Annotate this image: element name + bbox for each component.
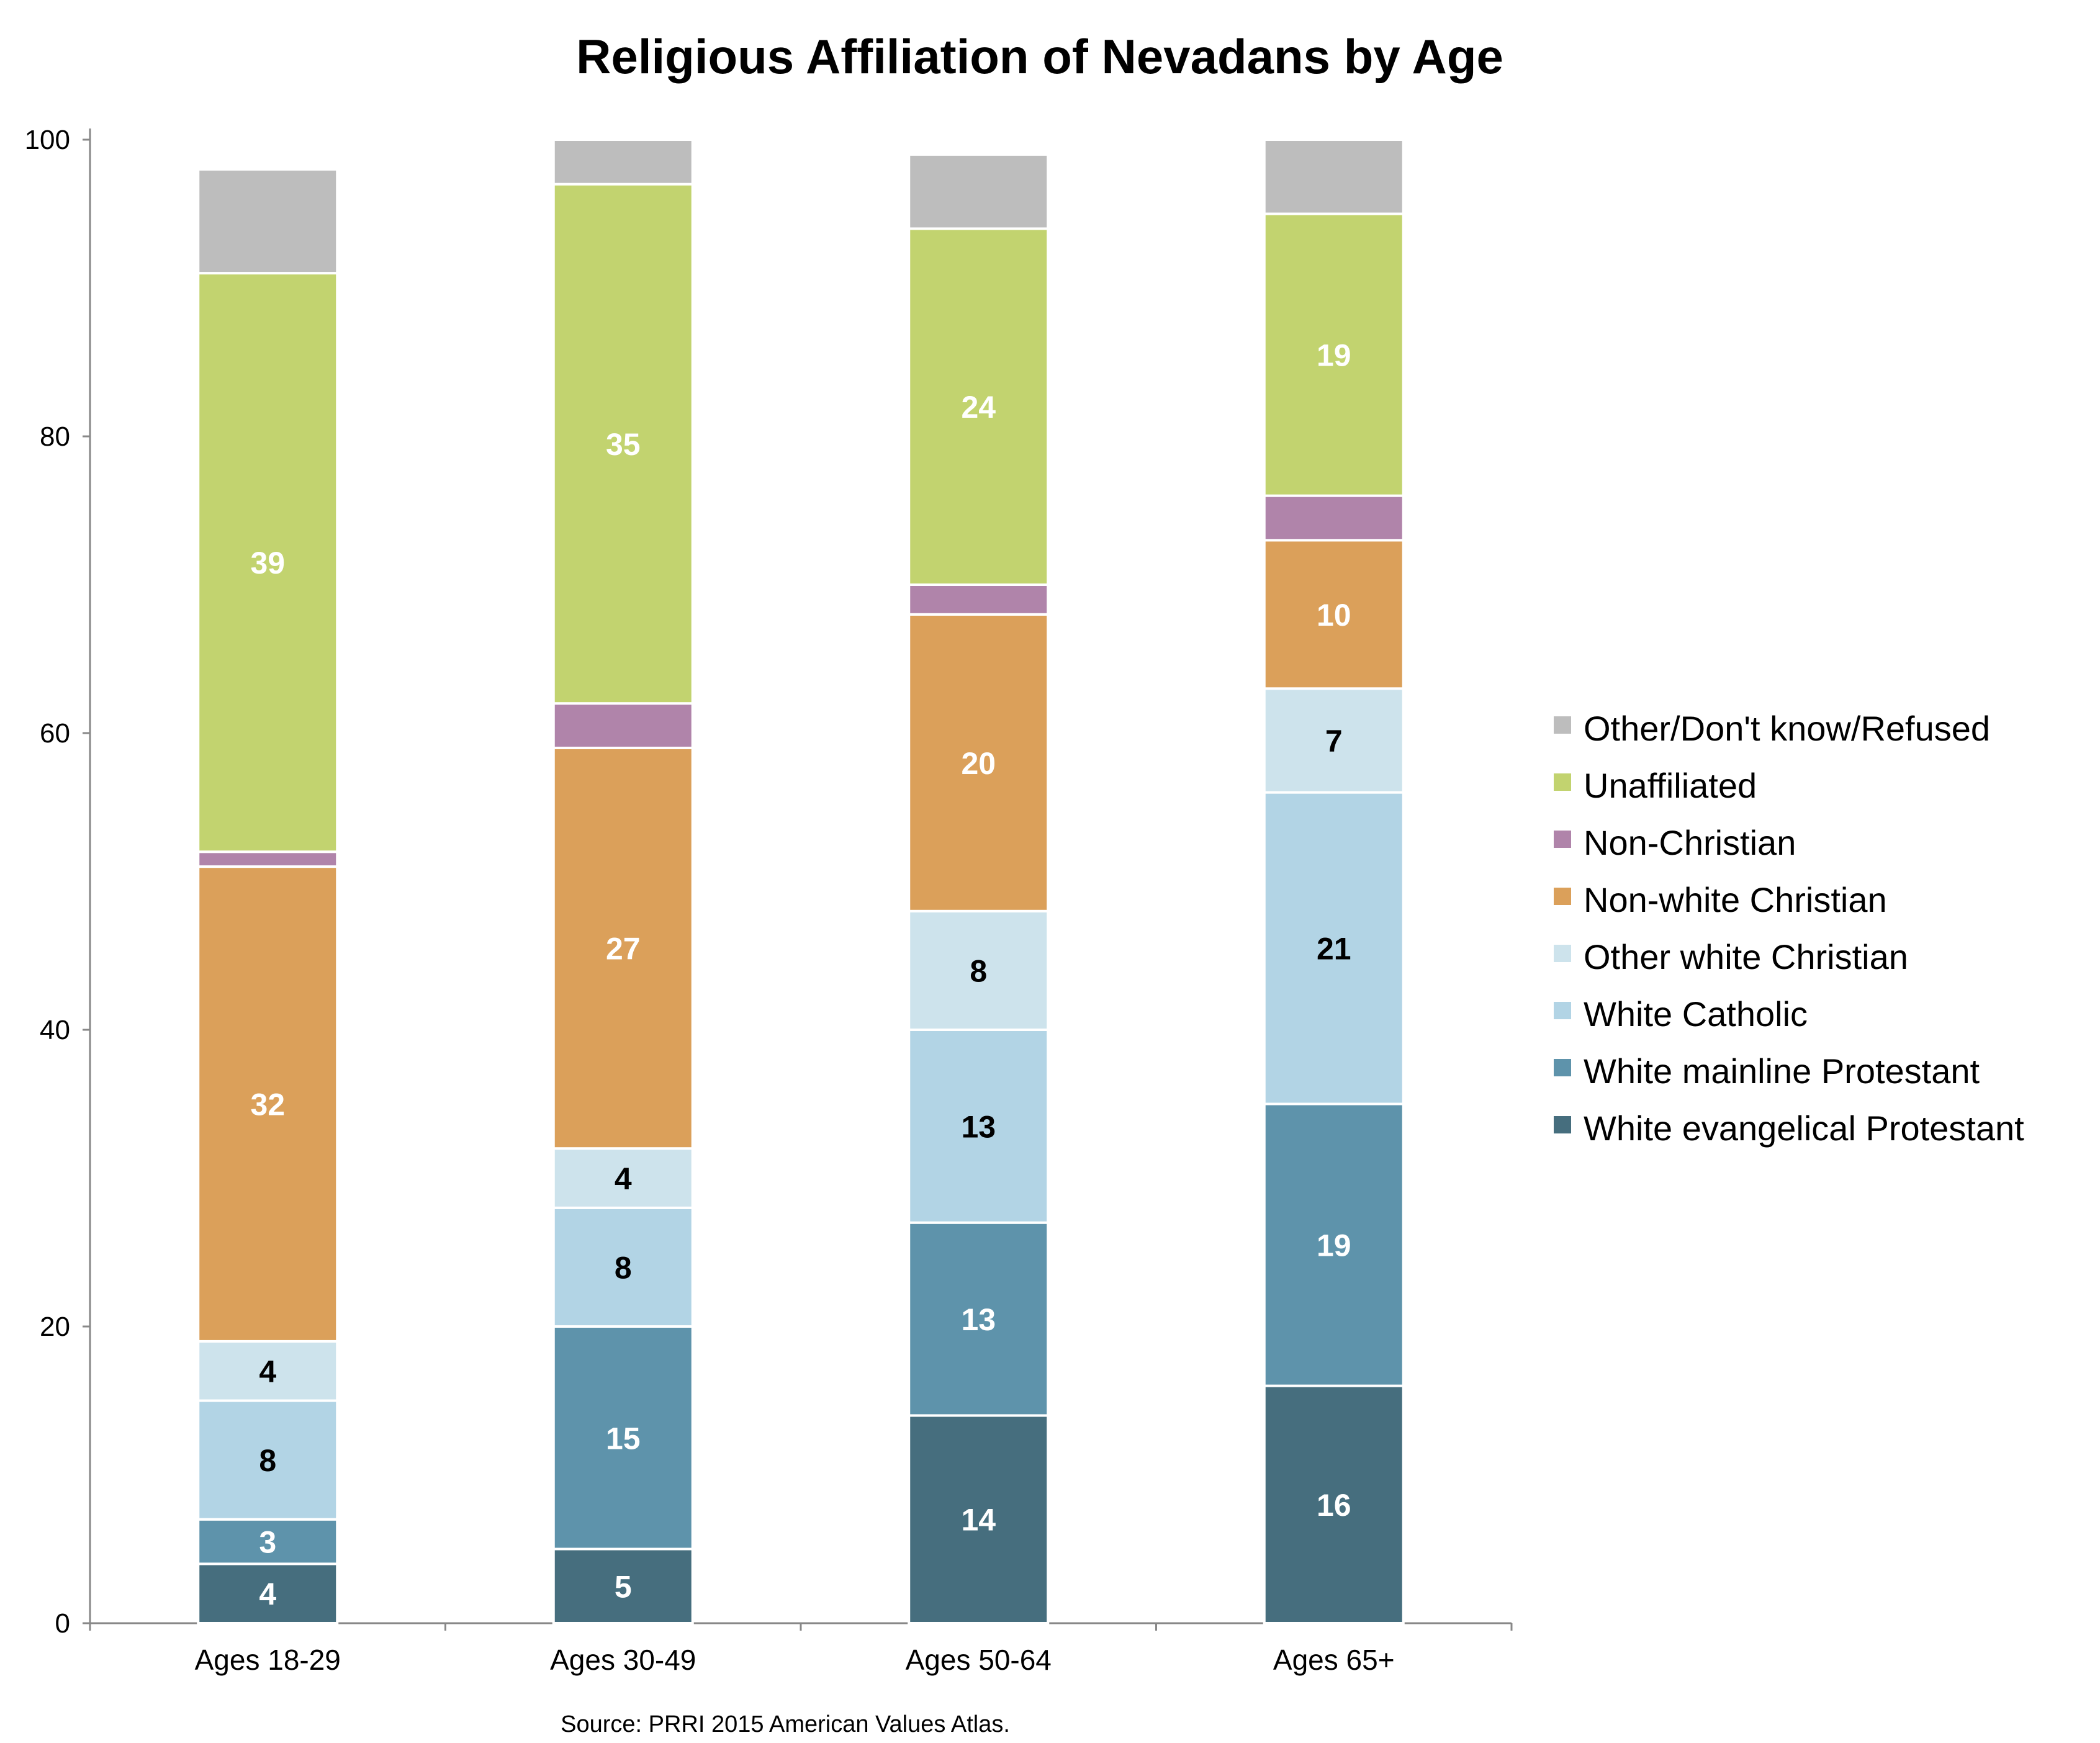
bar-segment bbox=[1263, 791, 1405, 1106]
data-label: 13 bbox=[961, 1302, 996, 1337]
bar-segment bbox=[1263, 1384, 1405, 1625]
bar-segment bbox=[908, 613, 1050, 912]
y-tick-label: 60 bbox=[40, 718, 70, 749]
legend-label: Other white Christian bbox=[1584, 937, 1908, 976]
legend-label: Other/Don't know/Refused bbox=[1584, 709, 1990, 748]
data-label: 8 bbox=[259, 1443, 276, 1478]
bar-segment bbox=[552, 702, 694, 749]
bar-segment bbox=[1263, 212, 1405, 497]
bar-segment bbox=[908, 153, 1050, 230]
bar-segment bbox=[197, 865, 339, 1343]
legend-swatch bbox=[1554, 831, 1571, 848]
legend-label: Non-white Christian bbox=[1584, 880, 1887, 919]
legend-swatch bbox=[1554, 773, 1571, 791]
bar-segment bbox=[908, 1029, 1050, 1224]
legend-label: White evangelical Protestant bbox=[1584, 1109, 2024, 1148]
bars: 4 3 8 4 32 39 5 15 8 4 27 35 14 13 13 8 20 24 16 19 21 7 10 19 bbox=[197, 138, 1405, 1625]
y-tick-label: 80 bbox=[40, 421, 70, 452]
data-label: 20 bbox=[961, 746, 996, 781]
legend-label: Unaffiliated bbox=[1584, 766, 1757, 805]
x-category-label: Ages 65+ bbox=[1273, 1644, 1395, 1676]
data-label: 4 bbox=[259, 1354, 276, 1389]
bar-segment bbox=[197, 1399, 339, 1521]
data-label: 19 bbox=[1317, 338, 1351, 373]
legend-swatch bbox=[1554, 1116, 1571, 1133]
bar-segment bbox=[552, 746, 694, 1150]
legend-label: White Catholic bbox=[1584, 994, 1808, 1034]
y-tick-label: 100 bbox=[25, 125, 70, 155]
x-category-label: Ages 30-49 bbox=[550, 1644, 696, 1676]
bar-segment bbox=[552, 1206, 694, 1328]
bar-segment bbox=[552, 182, 694, 705]
data-label: 27 bbox=[606, 932, 641, 966]
y-tick-label: 20 bbox=[40, 1312, 70, 1342]
bar-segment bbox=[552, 1147, 694, 1209]
data-label: 15 bbox=[606, 1421, 641, 1456]
bar-segment bbox=[908, 1414, 1050, 1624]
legend-swatch bbox=[1554, 888, 1571, 905]
legend-label: Non-Christian bbox=[1584, 823, 1796, 862]
bar-segment bbox=[197, 168, 339, 275]
legend-swatch bbox=[1554, 945, 1571, 962]
bar-segment bbox=[552, 138, 694, 186]
data-label: 13 bbox=[961, 1109, 996, 1144]
y-tick-label: 40 bbox=[40, 1015, 70, 1045]
data-label: 8 bbox=[970, 953, 987, 988]
data-label: 24 bbox=[961, 390, 996, 425]
source-note: Source: PRRI 2015 American Values Atlas. bbox=[561, 1711, 1010, 1737]
data-label: 8 bbox=[615, 1250, 632, 1285]
data-label: 3 bbox=[259, 1525, 276, 1560]
bar-segment bbox=[552, 1547, 694, 1624]
data-label: 19 bbox=[1317, 1228, 1351, 1263]
bar-segment bbox=[908, 227, 1050, 586]
data-label: 32 bbox=[250, 1088, 285, 1122]
data-label: 16 bbox=[1317, 1488, 1351, 1523]
bar-segment bbox=[1263, 138, 1405, 215]
bar-segment bbox=[908, 583, 1050, 616]
bar-segment bbox=[908, 909, 1050, 1032]
axes: 0 20 40 60 80 100 Ages 18-29 Ages 30-49 Ages 50-… bbox=[25, 125, 1513, 1676]
bar-segment bbox=[197, 850, 339, 868]
data-label: 4 bbox=[259, 1577, 276, 1611]
legend-swatch bbox=[1554, 716, 1571, 734]
bar-segment bbox=[197, 272, 339, 853]
bar-segment bbox=[197, 1518, 339, 1565]
bar-segment bbox=[197, 1340, 339, 1402]
chart-title: Religious Affiliation of Nevadans by Age bbox=[576, 29, 1503, 84]
legend-swatch bbox=[1554, 1059, 1571, 1076]
x-category-label: Ages 18-29 bbox=[195, 1644, 341, 1676]
legend-swatch bbox=[1554, 1002, 1571, 1019]
legend-label: White mainline Protestant bbox=[1584, 1052, 1980, 1091]
legend: Other/Don't know/Refused Unaffiliated Non-… bbox=[1554, 709, 2024, 1148]
data-label: 4 bbox=[615, 1161, 632, 1196]
y-tick-label: 0 bbox=[55, 1608, 70, 1639]
data-label: 39 bbox=[250, 546, 285, 580]
bar-segment bbox=[552, 1325, 694, 1551]
data-label: 14 bbox=[961, 1503, 996, 1538]
data-label: 7 bbox=[1325, 724, 1343, 759]
data-label: 21 bbox=[1317, 932, 1351, 966]
data-label: 5 bbox=[615, 1569, 632, 1604]
data-label: 10 bbox=[1317, 598, 1351, 633]
x-category-label: Ages 50-64 bbox=[906, 1644, 1052, 1676]
data-label: 35 bbox=[606, 427, 641, 462]
bar-segment bbox=[1263, 494, 1405, 542]
